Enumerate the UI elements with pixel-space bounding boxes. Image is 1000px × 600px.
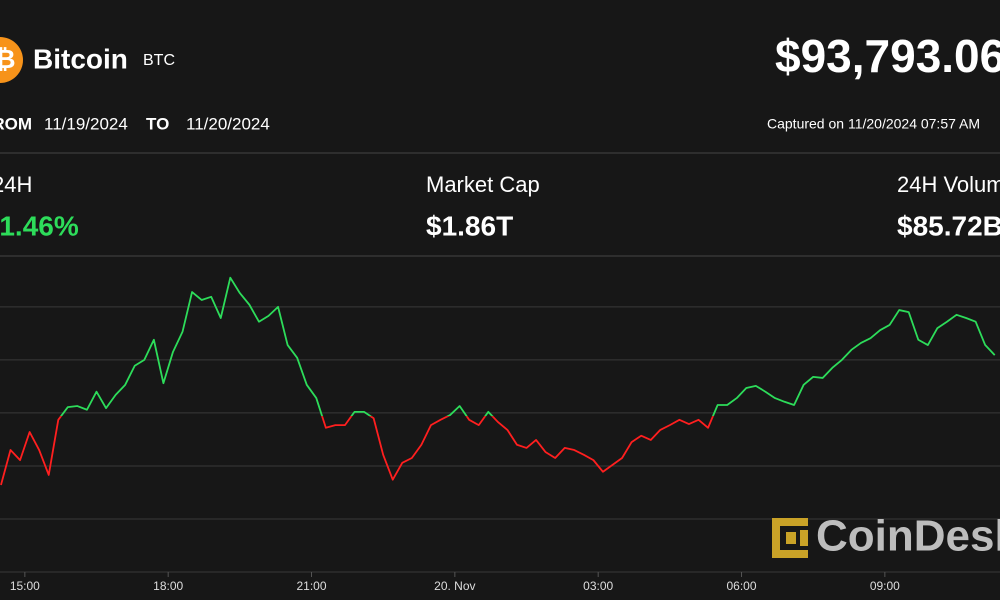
- plot: 15:00 18:00 21:00 20. Nov 03:00 06:00 09:00: [0, 276, 1000, 593]
- x-tick-label: 21:00: [296, 579, 326, 593]
- stat-label: 24H Volume: [897, 172, 1000, 197]
- to-date: 11/20/2024: [186, 114, 270, 133]
- x-tick-label: 03:00: [583, 579, 613, 593]
- stat-value: +1.46%: [0, 210, 79, 241]
- from-date: 11/19/2024: [44, 114, 128, 133]
- x-tick-label: 15:00: [10, 579, 40, 593]
- watermark: CoinDesk: [816, 512, 1000, 561]
- stat-label: 24H: [0, 172, 32, 197]
- x-tick-label: 06:00: [727, 579, 757, 593]
- captured: Captured on 11/20/2024 07:57 AM: [767, 116, 980, 132]
- price-line: [59, 276, 996, 417]
- bitcoin-logo: ₿: [0, 37, 23, 83]
- coin-name: Bitcoin: [33, 43, 128, 74]
- x-tick-label: 09:00: [870, 579, 900, 593]
- x-tick-label: 20. Nov: [434, 579, 475, 593]
- watermark-logo: [772, 518, 808, 558]
- from-label: FROM: [0, 114, 32, 133]
- x-tick-label: 18:00: [153, 579, 183, 593]
- coin-symbol: BTC: [143, 52, 175, 69]
- svg-text:₿: ₿: [0, 44, 16, 74]
- price-line: [0, 416, 714, 486]
- to-label: TO: [146, 114, 169, 133]
- stat-label: Market Cap: [426, 172, 540, 197]
- stat-value: $1.86T: [426, 210, 513, 241]
- price: $93,793.06: [775, 30, 1000, 82]
- stat-value: $85.72B: [897, 210, 1000, 241]
